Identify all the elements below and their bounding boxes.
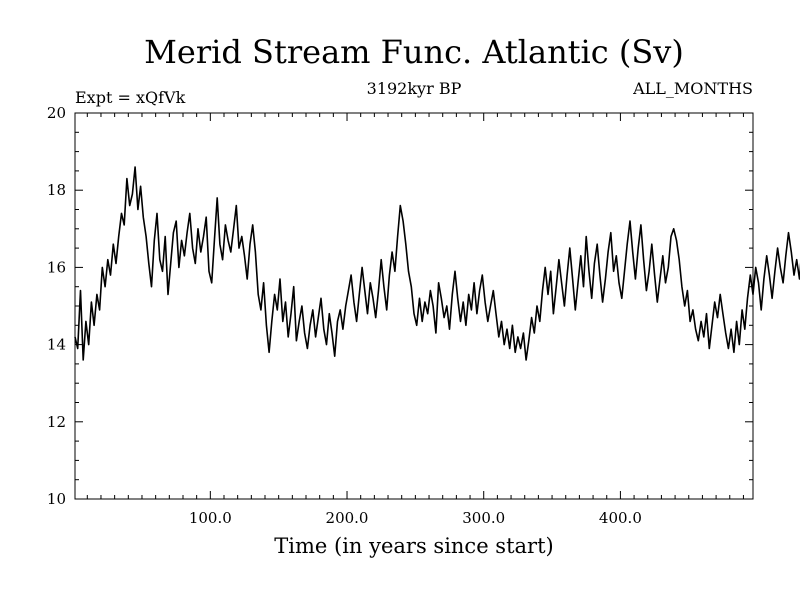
time-period-label: 3192kyr BP bbox=[367, 79, 462, 98]
data-series bbox=[74, 166, 800, 361]
y-tick-label: 18 bbox=[47, 181, 66, 199]
plot-frame bbox=[74, 112, 754, 500]
series-line bbox=[74, 166, 800, 361]
x-tick-label: 100.0 bbox=[189, 509, 232, 527]
x-tick-label: 200.0 bbox=[326, 509, 369, 527]
x-tick-label: 400.0 bbox=[599, 509, 642, 527]
y-tick-label: 20 bbox=[47, 104, 66, 122]
axis-tick-labels: 10 12 14 16 18 20 100.0 200.0 300.0 400.0 bbox=[47, 104, 642, 527]
y-tick-label: 10 bbox=[47, 490, 66, 508]
y-tick-label: 16 bbox=[47, 258, 66, 276]
y-tick-label: 12 bbox=[47, 413, 66, 431]
axis-ticks bbox=[75, 112, 753, 500]
months-label: ALL_MONTHS bbox=[632, 79, 753, 98]
y-tick-label: 14 bbox=[47, 336, 66, 354]
x-axis-label: Time (in years since start) bbox=[274, 534, 553, 558]
chart-title: Merid Stream Func. Atlantic (Sv) bbox=[144, 33, 684, 71]
x-tick-label: 300.0 bbox=[462, 509, 505, 527]
experiment-label: Expt = xQfVk bbox=[75, 88, 186, 107]
